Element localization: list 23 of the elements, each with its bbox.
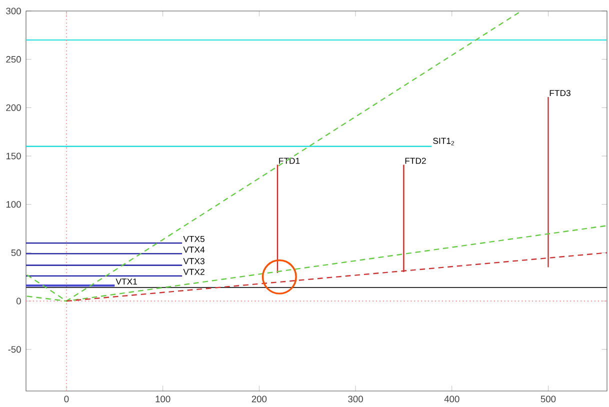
series-label: VTX3 [183,258,204,264]
series-label: FTD3 [550,90,570,96]
series-label: VTX2 [183,268,204,275]
x-tick-label: 400 [444,396,460,402]
x-tick-label: 200 [252,396,267,402]
series-label: FTD2 [405,158,426,164]
x-tick-label: 300 [348,396,363,402]
y-tick-label: 300 [6,8,21,14]
x-tick-label: 100 [156,396,170,402]
series-label: VTX1 [116,278,137,285]
x-tick-label: 0 [64,396,69,402]
series-label: FTD1 [279,158,300,164]
y-tick-label: 200 [6,104,21,112]
y-tick-label: 0 [16,298,21,304]
y-tick-label: -50 [8,346,21,353]
x-tick-label: 500 [540,396,556,402]
series-label: SIT1$_{2}$ [433,138,454,146]
series-label: VTX5 [183,236,204,242]
y-tick-label: 250 [6,56,21,63]
series-label: VTX4 [183,246,205,253]
y-tick-label: 150 [6,152,21,160]
y-tick-label: 50 [11,250,21,256]
y-tick-label: 100 [6,201,21,208]
